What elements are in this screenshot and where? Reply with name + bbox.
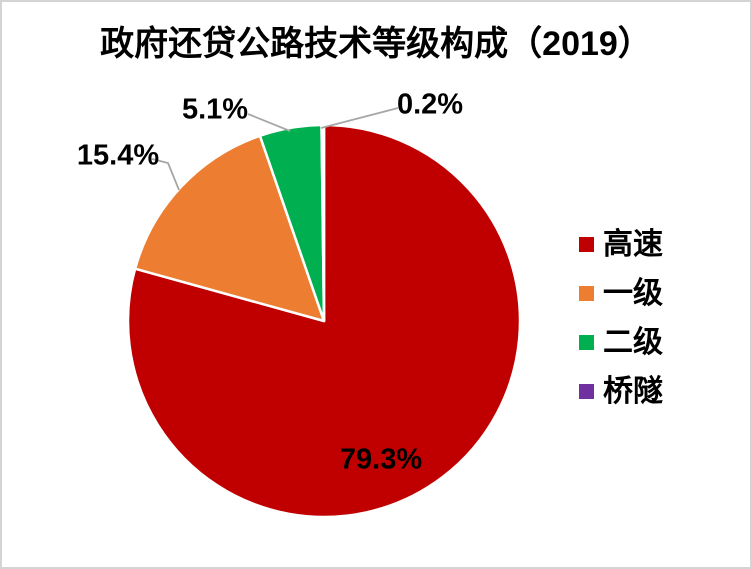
data-label-yiji: 15.4% xyxy=(76,139,160,172)
legend-item-qiaosui: 桥隧 xyxy=(579,376,663,407)
legend-item-gaosu: 高速 xyxy=(579,229,663,260)
leader-line-yiji xyxy=(151,158,180,191)
pie-slice-桥隧 xyxy=(320,123,326,323)
legend-swatch-yiji xyxy=(579,286,594,301)
legend-item-erji: 二级 xyxy=(579,327,663,358)
data-label-erji: 5.1% xyxy=(181,93,249,126)
pie-slice-一级 xyxy=(133,134,326,323)
legend-label-gaosu: 高速 xyxy=(603,227,663,261)
data-label-gaosu: 79.3% xyxy=(339,443,423,476)
leader-line-qiaosui xyxy=(320,107,399,129)
pie-slices xyxy=(126,123,522,519)
legend-label-qiaosui: 桥隧 xyxy=(603,374,663,408)
legend-label-yiji: 一级 xyxy=(603,276,663,310)
data-label-qiaosui: 0.2% xyxy=(396,88,464,121)
legend-swatch-erji xyxy=(579,335,594,350)
leader-line-erji xyxy=(247,113,291,132)
legend-item-yiji: 一级 xyxy=(579,278,663,309)
legend: 高速 一级 二级 桥隧 xyxy=(579,229,663,407)
legend-swatch-qiaosui xyxy=(579,384,594,399)
chart-title: 政府还贷公路技术等级构成（2019） xyxy=(100,25,652,63)
legend-label-erji: 二级 xyxy=(603,325,663,359)
legend-swatch-gaosu xyxy=(579,237,594,252)
